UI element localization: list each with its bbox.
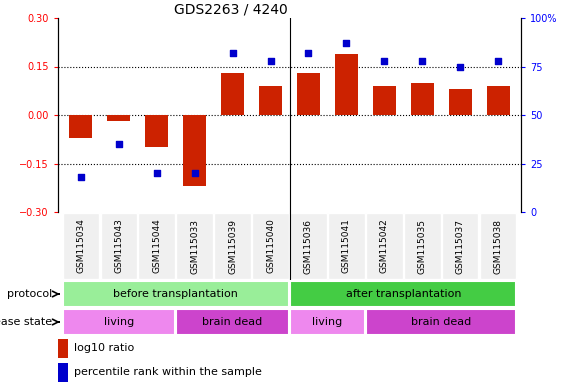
Point xyxy=(342,40,351,46)
Bar xyxy=(335,53,358,115)
Point xyxy=(494,58,503,64)
FancyBboxPatch shape xyxy=(404,214,440,279)
Bar xyxy=(487,86,510,115)
Point xyxy=(380,58,389,64)
FancyBboxPatch shape xyxy=(328,214,365,279)
Bar xyxy=(183,115,206,186)
FancyBboxPatch shape xyxy=(62,214,99,279)
Point xyxy=(418,58,427,64)
Text: GSM115035: GSM115035 xyxy=(418,218,427,273)
Bar xyxy=(108,115,130,121)
Text: GSM115042: GSM115042 xyxy=(380,218,389,273)
FancyBboxPatch shape xyxy=(62,310,175,334)
FancyBboxPatch shape xyxy=(101,214,137,279)
Text: GSM115044: GSM115044 xyxy=(152,218,161,273)
Point xyxy=(228,50,237,56)
Text: GSM115037: GSM115037 xyxy=(456,218,465,273)
FancyBboxPatch shape xyxy=(176,310,289,334)
Bar xyxy=(58,363,68,382)
Text: brain dead: brain dead xyxy=(411,317,471,327)
FancyBboxPatch shape xyxy=(62,281,289,306)
Point xyxy=(76,174,85,180)
Text: GSM115036: GSM115036 xyxy=(304,218,313,273)
Text: disease state: disease state xyxy=(0,317,52,327)
Text: after transplantation: after transplantation xyxy=(346,289,461,299)
Bar xyxy=(373,86,396,115)
Point xyxy=(152,170,161,176)
Point xyxy=(266,58,275,64)
Bar xyxy=(259,86,282,115)
Text: percentile rank within the sample: percentile rank within the sample xyxy=(74,367,262,377)
FancyBboxPatch shape xyxy=(176,214,213,279)
Bar xyxy=(297,73,320,115)
Text: living: living xyxy=(104,317,134,327)
FancyBboxPatch shape xyxy=(138,214,175,279)
Text: log10 ratio: log10 ratio xyxy=(74,343,134,354)
Text: GSM115038: GSM115038 xyxy=(494,218,503,273)
FancyBboxPatch shape xyxy=(366,214,403,279)
Text: brain dead: brain dead xyxy=(203,317,263,327)
Text: GDS2263 / 4240: GDS2263 / 4240 xyxy=(174,3,288,17)
FancyBboxPatch shape xyxy=(291,281,516,306)
Bar xyxy=(145,115,168,147)
Point xyxy=(456,63,465,70)
Bar xyxy=(221,73,244,115)
Point xyxy=(190,170,199,176)
Point xyxy=(304,50,313,56)
FancyBboxPatch shape xyxy=(215,214,251,279)
FancyBboxPatch shape xyxy=(291,310,365,334)
Text: GSM115039: GSM115039 xyxy=(228,218,237,273)
Text: protocol: protocol xyxy=(7,289,52,299)
FancyBboxPatch shape xyxy=(480,214,516,279)
Text: GSM115033: GSM115033 xyxy=(190,218,199,273)
Text: GSM115041: GSM115041 xyxy=(342,218,351,273)
Text: living: living xyxy=(312,317,342,327)
FancyBboxPatch shape xyxy=(442,214,479,279)
FancyBboxPatch shape xyxy=(252,214,289,279)
Point xyxy=(114,141,123,147)
Text: GSM115034: GSM115034 xyxy=(76,218,85,273)
Bar xyxy=(449,89,472,115)
Bar xyxy=(69,115,92,137)
Text: GSM115043: GSM115043 xyxy=(114,218,123,273)
FancyBboxPatch shape xyxy=(366,310,516,334)
Bar xyxy=(411,83,434,115)
Text: GSM115040: GSM115040 xyxy=(266,218,275,273)
Bar xyxy=(58,339,68,358)
FancyBboxPatch shape xyxy=(291,214,327,279)
Text: before transplantation: before transplantation xyxy=(113,289,238,299)
